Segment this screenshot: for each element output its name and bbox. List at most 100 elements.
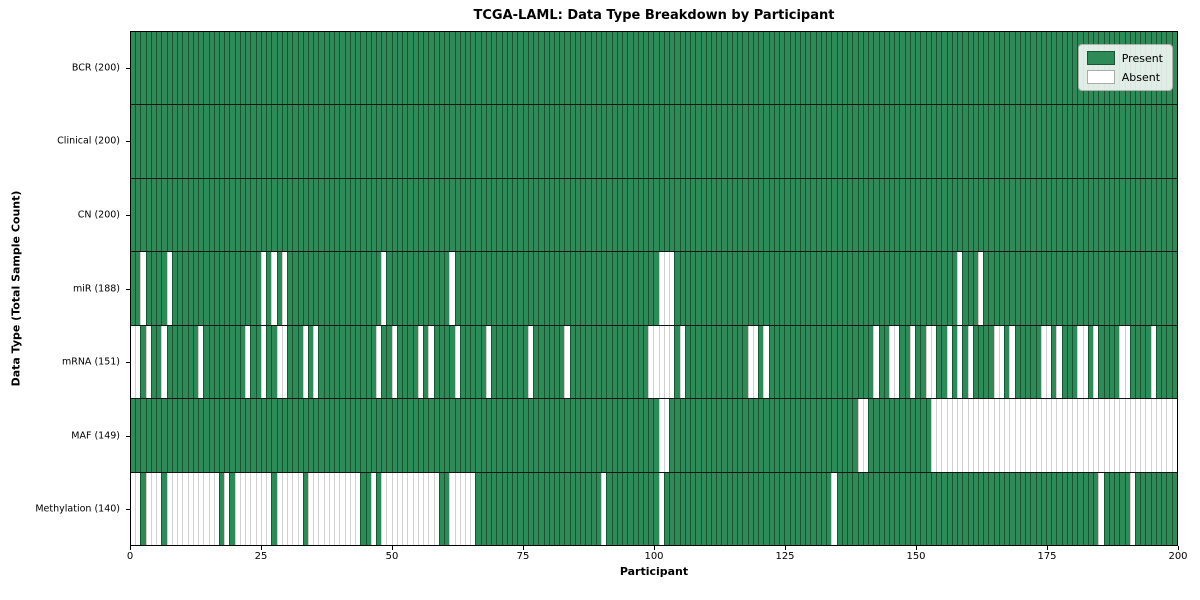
cell	[360, 325, 366, 399]
cell	[234, 252, 240, 325]
cell	[784, 252, 790, 325]
cell	[826, 399, 832, 472]
cell	[888, 252, 895, 325]
cell	[339, 178, 345, 252]
cell	[800, 325, 806, 399]
cell	[716, 399, 722, 472]
cell	[941, 252, 947, 325]
cell	[883, 472, 889, 545]
cell	[899, 178, 905, 252]
cell	[595, 399, 602, 472]
cell	[993, 32, 999, 105]
cell	[156, 32, 162, 105]
cell	[292, 32, 298, 105]
cell	[287, 325, 293, 399]
cell	[276, 178, 282, 252]
cell	[433, 472, 439, 545]
cell	[564, 32, 570, 105]
cell	[150, 399, 157, 472]
cell	[1171, 252, 1177, 325]
cell	[1009, 32, 1015, 105]
cell	[407, 32, 413, 105]
cell	[496, 178, 502, 252]
cell	[815, 399, 821, 472]
cell	[1155, 252, 1162, 325]
cell	[1046, 325, 1052, 399]
cell	[376, 178, 382, 252]
cell	[156, 105, 162, 178]
cell	[485, 178, 492, 252]
cell	[224, 32, 230, 105]
cell	[752, 472, 759, 545]
cell	[836, 105, 842, 178]
cell	[302, 252, 308, 325]
cell	[360, 399, 366, 472]
cell	[501, 32, 507, 105]
cell	[826, 32, 832, 105]
cell	[1040, 252, 1047, 325]
cell	[731, 105, 738, 178]
cell	[862, 105, 869, 178]
cell	[888, 325, 895, 399]
cell	[182, 105, 188, 178]
cell	[721, 105, 727, 178]
cell	[789, 105, 795, 178]
cell	[684, 32, 691, 105]
cell	[847, 32, 853, 105]
cell	[962, 252, 968, 325]
cell	[140, 325, 146, 399]
cell	[543, 105, 549, 178]
cell	[1072, 325, 1078, 399]
cell	[360, 252, 366, 325]
cell	[1019, 252, 1026, 325]
cell	[313, 178, 319, 252]
cell	[1124, 472, 1130, 545]
cell	[485, 472, 492, 545]
cell	[339, 472, 345, 545]
cell	[627, 472, 633, 545]
cell	[622, 105, 628, 178]
cell	[726, 105, 732, 178]
cell	[920, 325, 926, 399]
cell	[663, 32, 670, 105]
cell	[292, 472, 298, 545]
cell	[1129, 252, 1135, 325]
cell	[218, 252, 225, 325]
cell	[192, 399, 199, 472]
cell	[1072, 399, 1078, 472]
cell	[1009, 105, 1015, 178]
cell	[1035, 105, 1041, 178]
cell	[543, 178, 549, 252]
cell	[255, 472, 261, 545]
cell	[480, 105, 486, 178]
cell	[632, 472, 638, 545]
cell	[276, 325, 282, 399]
cell	[627, 325, 633, 399]
cell	[1098, 399, 1104, 472]
cell	[234, 32, 240, 105]
cell	[318, 399, 324, 472]
cell	[909, 252, 916, 325]
x-tick-mark	[916, 546, 917, 550]
cell	[318, 325, 324, 399]
cell	[412, 325, 418, 399]
cell	[245, 252, 251, 325]
cell	[370, 178, 377, 252]
cell	[1108, 105, 1115, 178]
cell	[779, 105, 785, 178]
cell	[161, 105, 167, 178]
cell	[988, 178, 994, 252]
cell	[1114, 252, 1120, 325]
cell	[1145, 178, 1151, 252]
cell	[711, 32, 717, 105]
cell	[187, 472, 193, 545]
cell	[454, 32, 460, 105]
cell	[177, 178, 183, 252]
cell	[444, 178, 450, 252]
cell	[695, 472, 701, 545]
cell	[868, 178, 874, 252]
cell	[245, 399, 251, 472]
cell	[376, 105, 382, 178]
cell	[224, 399, 230, 472]
cell	[1129, 178, 1135, 252]
